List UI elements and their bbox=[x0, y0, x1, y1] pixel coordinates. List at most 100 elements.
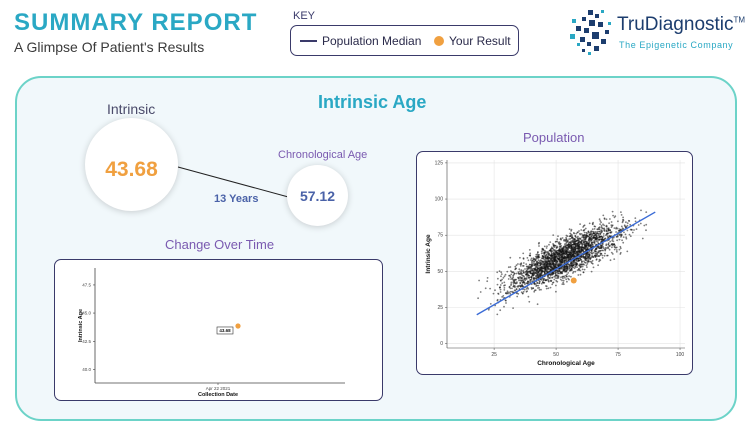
population-point bbox=[554, 264, 557, 267]
population-point bbox=[548, 256, 551, 259]
population-plot: 0 25 50 75 100 125 25 50 75 100 Chronological Age I… bbox=[425, 160, 685, 367]
population-point bbox=[545, 287, 548, 290]
population-point bbox=[592, 251, 595, 254]
population-point bbox=[626, 222, 629, 224]
population-point bbox=[599, 244, 602, 246]
population-point bbox=[533, 261, 535, 263]
y-tick-label: 100 bbox=[435, 197, 444, 203]
population-point bbox=[537, 256, 540, 258]
population-point bbox=[553, 246, 556, 249]
population-point bbox=[532, 278, 535, 281]
population-point bbox=[478, 279, 480, 282]
population-point bbox=[568, 250, 570, 252]
x-tick-label: 75 bbox=[615, 352, 621, 358]
population-point bbox=[519, 285, 521, 288]
population-point bbox=[552, 234, 555, 236]
population-point bbox=[610, 251, 613, 254]
population-point bbox=[557, 235, 559, 238]
population-point bbox=[593, 234, 596, 237]
population-point bbox=[558, 259, 561, 262]
population-point bbox=[604, 246, 607, 249]
population-point bbox=[597, 228, 599, 230]
population-point bbox=[606, 254, 608, 257]
population-point bbox=[479, 291, 482, 293]
population-point bbox=[511, 290, 514, 293]
population-point bbox=[572, 251, 575, 254]
population-point bbox=[633, 229, 635, 231]
population-point bbox=[609, 218, 611, 220]
population-point bbox=[550, 269, 552, 271]
population-point bbox=[629, 228, 632, 231]
population-point bbox=[522, 285, 524, 288]
population-point bbox=[581, 236, 583, 239]
population-point bbox=[580, 229, 583, 231]
population-point bbox=[551, 276, 554, 279]
population-point bbox=[607, 242, 610, 244]
population-point bbox=[622, 216, 624, 219]
population-point bbox=[567, 248, 569, 251]
population-point bbox=[497, 293, 500, 295]
population-point bbox=[584, 261, 587, 264]
population-point bbox=[547, 263, 549, 266]
population-point bbox=[600, 224, 603, 227]
population-point bbox=[565, 255, 568, 258]
population-point bbox=[573, 255, 575, 258]
population-point bbox=[555, 279, 558, 282]
brand-tagline: The Epigenetic Company bbox=[619, 40, 734, 50]
population-point bbox=[543, 262, 546, 265]
population-point bbox=[537, 273, 540, 276]
population-point bbox=[486, 280, 489, 283]
population-point bbox=[591, 255, 594, 258]
population-point bbox=[502, 276, 505, 279]
population-point bbox=[588, 233, 591, 236]
population-point bbox=[506, 270, 509, 273]
population-point bbox=[524, 283, 526, 286]
population-point bbox=[530, 276, 533, 278]
population-point bbox=[593, 232, 595, 235]
population-point bbox=[564, 247, 567, 250]
population-point bbox=[598, 260, 600, 263]
population-point bbox=[560, 245, 563, 247]
population-point bbox=[547, 250, 549, 253]
population-point bbox=[568, 278, 570, 281]
population-point bbox=[620, 225, 623, 228]
population-point bbox=[579, 259, 582, 261]
population-point bbox=[501, 296, 503, 298]
population-point bbox=[588, 243, 590, 246]
population-point bbox=[542, 274, 545, 276]
legend-box: Population Median Your Result bbox=[290, 25, 519, 56]
population-point bbox=[624, 226, 627, 229]
population-point bbox=[551, 256, 553, 259]
population-point bbox=[538, 288, 541, 291]
population-point bbox=[526, 282, 529, 285]
population-point bbox=[613, 258, 616, 260]
population-point bbox=[558, 257, 561, 260]
population-point bbox=[592, 230, 594, 233]
population-point bbox=[536, 253, 539, 255]
legend-median-label: Population Median bbox=[322, 34, 422, 48]
population-point bbox=[606, 226, 608, 228]
population-point bbox=[531, 280, 533, 283]
population-point bbox=[592, 237, 594, 239]
population-point bbox=[570, 267, 573, 270]
population-point bbox=[543, 245, 546, 248]
population-point bbox=[606, 232, 609, 235]
population-point bbox=[522, 275, 525, 277]
population-point bbox=[622, 241, 625, 244]
population-median-line bbox=[476, 211, 656, 316]
population-point bbox=[544, 266, 546, 269]
population-point bbox=[566, 268, 568, 271]
population-point bbox=[595, 247, 598, 249]
population-point bbox=[562, 283, 565, 286]
population-point bbox=[526, 276, 528, 278]
population-point bbox=[536, 303, 539, 306]
population-point bbox=[549, 286, 552, 289]
y-tick-label: 0 bbox=[440, 341, 443, 347]
population-point bbox=[537, 261, 540, 264]
population-point bbox=[555, 255, 557, 257]
population-point bbox=[637, 224, 640, 226]
population-point bbox=[515, 272, 518, 275]
population-point bbox=[625, 221, 627, 224]
population-point bbox=[568, 258, 570, 260]
population-point bbox=[602, 235, 605, 237]
